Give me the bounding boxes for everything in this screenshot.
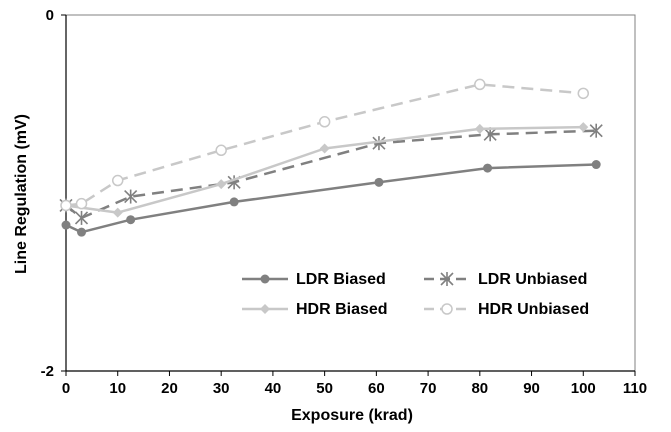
x-axis-title: Exposure (krad)	[291, 407, 413, 424]
data-point-ldr-biased	[483, 163, 493, 173]
data-point-ldr-unbiased	[372, 136, 386, 151]
legend: LDR Biased LDR Unbiased HDR Biased HDR U…	[242, 271, 589, 318]
legend-marker-hdr-biased	[260, 304, 270, 314]
data-point-hdr-unbiased	[577, 87, 590, 100]
data-point-ldr-biased	[591, 160, 601, 170]
data-point-hdr-biased	[474, 123, 485, 134]
legend-label-ldr-unbiased: LDR Unbiased	[478, 271, 587, 288]
data-point-ldr-unbiased	[124, 189, 138, 204]
data-point-hdr-unbiased	[75, 197, 88, 210]
data-point-ldr-biased	[374, 177, 384, 187]
y-tick-label: -2	[41, 363, 54, 380]
x-tick-label: 0	[62, 380, 70, 397]
series-hdr-biased	[61, 122, 589, 218]
y-axis-title: Line Regulation (mV)	[13, 114, 30, 274]
legend-item-hdr-unbiased: HDR Unbiased	[424, 301, 589, 318]
data-point-ldr-biased	[61, 220, 71, 230]
x-tick-label: 60	[368, 380, 385, 397]
x-tick-label: 50	[316, 380, 333, 397]
series-layer	[59, 78, 603, 237]
data-point-hdr-biased	[112, 207, 123, 218]
legend-label-hdr-unbiased: HDR Unbiased	[478, 301, 589, 318]
x-tick-label: 90	[523, 380, 540, 397]
data-point-ldr-biased	[229, 197, 239, 207]
data-point-hdr-biased	[319, 143, 330, 154]
x-tick-label: 30	[213, 380, 230, 397]
data-point-ldr-biased	[126, 215, 136, 225]
axes: 0 10 20 30 40 50 60 70 80 90 100 110 -2 0	[41, 7, 647, 397]
data-point-ldr-unbiased	[74, 210, 89, 225]
data-point-hdr-unbiased	[215, 144, 227, 157]
legend-item-hdr-biased: HDR Biased	[242, 301, 388, 318]
data-point-ldr-biased	[77, 227, 87, 237]
data-point-hdr-unbiased	[111, 174, 124, 187]
x-tick-label: 100	[571, 380, 596, 397]
series-ldr-unbiased	[59, 123, 603, 225]
legend-label-hdr-biased: HDR Biased	[296, 301, 388, 318]
data-point-hdr-unbiased	[60, 199, 72, 212]
x-tick-label: 40	[265, 380, 282, 397]
series-line-ldr-biased	[65, 163, 597, 234]
series-ldr-biased	[61, 160, 601, 237]
y-tick-label: 0	[46, 7, 54, 24]
x-tick-label: 20	[161, 380, 178, 397]
legend-marker-hdr-unbiased	[441, 303, 453, 315]
data-point-hdr-biased	[216, 179, 227, 190]
data-point-ldr-unbiased	[589, 123, 603, 138]
series-line-hdr-biased	[65, 125, 584, 214]
x-tick-label: 80	[471, 380, 488, 397]
legend-marker-ldr-unbiased	[440, 272, 454, 286]
x-tick-label: 10	[109, 380, 126, 397]
legend-marker-ldr-biased	[260, 274, 270, 284]
series-hdr-unbiased	[60, 78, 590, 212]
data-point-hdr-unbiased	[318, 116, 331, 128]
legend-item-ldr-unbiased: LDR Unbiased	[424, 271, 587, 288]
x-tick-label: 110	[623, 380, 647, 397]
data-point-hdr-unbiased	[474, 78, 486, 91]
legend-label-ldr-biased: LDR Biased	[296, 271, 386, 288]
legend-item-ldr-biased: LDR Biased	[242, 271, 386, 288]
data-point-hdr-biased	[578, 122, 589, 133]
x-tick-label: 70	[420, 380, 437, 397]
